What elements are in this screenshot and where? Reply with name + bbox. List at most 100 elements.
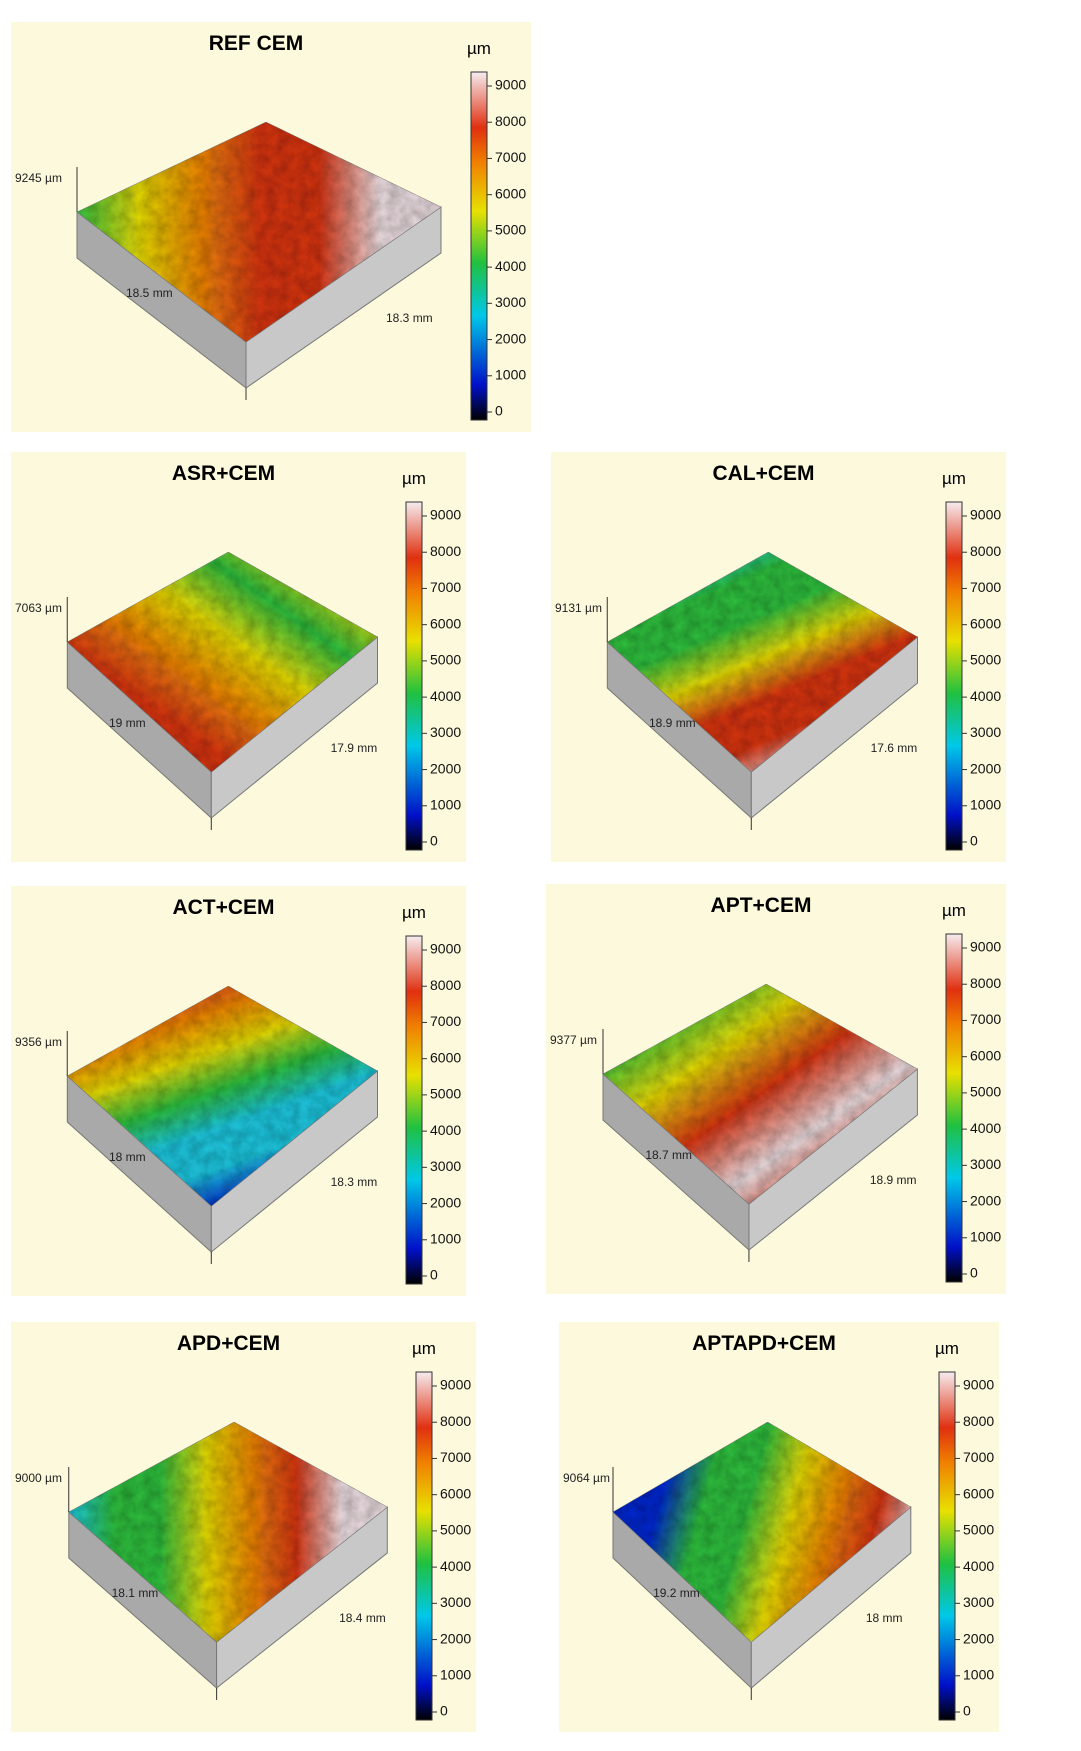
colorbar-tick-label: 9000 bbox=[970, 939, 1001, 955]
colorbar-tick-label: 7000 bbox=[440, 1449, 471, 1465]
colorbar-tick-label: 8000 bbox=[440, 1413, 471, 1429]
colorbar-tick-label: 6000 bbox=[970, 615, 1001, 631]
colorbar-tick-label: 9000 bbox=[963, 1377, 994, 1393]
colorbar-tick-label: 9000 bbox=[430, 507, 461, 523]
colorbar-tick-label: 4000 bbox=[440, 1558, 471, 1574]
colorbar bbox=[471, 72, 487, 420]
colorbar-tick-label: 9000 bbox=[970, 507, 1001, 523]
colorbar-tick-label: 3000 bbox=[430, 724, 461, 740]
colorbar-tick-label: 1000 bbox=[430, 1230, 461, 1246]
colorbar-unit: µm bbox=[402, 469, 426, 488]
colorbar-tick-label: 6000 bbox=[440, 1485, 471, 1501]
colorbar-tick-label: 6000 bbox=[963, 1485, 994, 1501]
colorbar-tick-label: 6000 bbox=[970, 1047, 1001, 1063]
colorbar-tick-label: 3000 bbox=[970, 724, 1001, 740]
panel-title: APD+CEM bbox=[177, 1332, 280, 1355]
colorbar-tick-label: 0 bbox=[963, 1703, 971, 1719]
y-size-label: 17.9 mm bbox=[331, 741, 378, 755]
y-size-label: 18.3 mm bbox=[386, 311, 433, 325]
colorbar-unit: µm bbox=[935, 1339, 959, 1358]
colorbar-tick-label: 2000 bbox=[430, 760, 461, 776]
y-size-label: 17.6 mm bbox=[871, 741, 918, 755]
colorbar-tick-label: 7000 bbox=[963, 1449, 994, 1465]
colorbar-tick-label: 2000 bbox=[430, 1194, 461, 1210]
colorbar-tick-label: 7000 bbox=[970, 1011, 1001, 1027]
colorbar-tick-label: 2000 bbox=[963, 1630, 994, 1646]
colorbar-tick-label: 0 bbox=[440, 1703, 448, 1719]
panel-title: ASR+CEM bbox=[172, 462, 275, 485]
x-size-label: 18.9 mm bbox=[649, 716, 696, 730]
colorbar-tick-label: 3000 bbox=[970, 1156, 1001, 1172]
colorbar-tick-label: 4000 bbox=[963, 1558, 994, 1574]
colorbar-tick-label: 4000 bbox=[970, 688, 1001, 704]
colorbar-tick-label: 5000 bbox=[495, 222, 526, 238]
colorbar-tick-label: 7000 bbox=[430, 1013, 461, 1029]
colorbar bbox=[406, 936, 422, 1284]
colorbar-tick-label: 4000 bbox=[970, 1120, 1001, 1136]
colorbar-tick-label: 0 bbox=[970, 833, 978, 849]
colorbar-tick-label: 0 bbox=[430, 833, 438, 849]
colorbar-tick-label: 8000 bbox=[970, 975, 1001, 991]
colorbar-tick-label: 4000 bbox=[495, 258, 526, 274]
x-size-label: 18 mm bbox=[109, 1150, 146, 1164]
colorbar bbox=[946, 934, 962, 1282]
colorbar-tick-label: 0 bbox=[495, 403, 503, 419]
height-label: 9131 µm bbox=[555, 601, 602, 615]
colorbar-tick-label: 5000 bbox=[430, 652, 461, 668]
panel: APD+CEM 9000 µm 18.1 mm 18.4 mm µm 0 1000 2000 3… bbox=[11, 1322, 476, 1732]
colorbar-tick-label: 1000 bbox=[495, 366, 526, 382]
colorbar-tick-label: 1000 bbox=[970, 796, 1001, 812]
height-label: 9356 µm bbox=[15, 1035, 62, 1049]
y-size-label: 18.3 mm bbox=[331, 1175, 378, 1189]
colorbar-tick-label: 6000 bbox=[430, 615, 461, 631]
panel-title: APTAPD+CEM bbox=[692, 1332, 836, 1355]
x-size-label: 19 mm bbox=[109, 716, 146, 730]
colorbar-tick-label: 3000 bbox=[963, 1594, 994, 1610]
colorbar-tick-label: 0 bbox=[970, 1265, 978, 1281]
y-size-label: 18.9 mm bbox=[870, 1173, 917, 1187]
panel-title: ACT+CEM bbox=[172, 896, 274, 919]
colorbar-tick-label: 5000 bbox=[430, 1086, 461, 1102]
colorbar-tick-label: 1000 bbox=[440, 1666, 471, 1682]
height-label: 9064 µm bbox=[563, 1471, 610, 1485]
colorbar-tick-label: 8000 bbox=[970, 543, 1001, 559]
colorbar bbox=[946, 502, 962, 850]
colorbar-tick-label: 2000 bbox=[495, 330, 526, 346]
colorbar-tick-label: 2000 bbox=[970, 760, 1001, 776]
colorbar-tick-label: 7000 bbox=[970, 579, 1001, 595]
colorbar bbox=[939, 1372, 955, 1720]
colorbar-tick-label: 2000 bbox=[970, 1192, 1001, 1208]
colorbar-tick-label: 3000 bbox=[440, 1594, 471, 1610]
height-label: 9377 µm bbox=[550, 1033, 597, 1047]
y-size-label: 18.4 mm bbox=[339, 1611, 386, 1625]
height-label: 9000 µm bbox=[15, 1471, 62, 1485]
x-size-label: 18.5 mm bbox=[126, 286, 173, 300]
colorbar-tick-label: 4000 bbox=[430, 1122, 461, 1138]
colorbar bbox=[416, 1372, 432, 1720]
colorbar-tick-label: 2000 bbox=[440, 1630, 471, 1646]
colorbar-tick-label: 3000 bbox=[430, 1158, 461, 1174]
colorbar-unit: µm bbox=[412, 1339, 436, 1358]
height-label: 7063 µm bbox=[15, 601, 62, 615]
colorbar-tick-label: 0 bbox=[430, 1267, 438, 1283]
x-size-label: 18.1 mm bbox=[112, 1586, 159, 1600]
figure: REF CEM9245 µm18.5 mm18.3 mmµm0100020003… bbox=[0, 0, 1081, 1751]
panel-title: CAL+CEM bbox=[712, 462, 814, 485]
colorbar-tick-label: 3000 bbox=[495, 294, 526, 310]
colorbar-unit: µm bbox=[942, 469, 966, 488]
colorbar-tick-label: 5000 bbox=[970, 652, 1001, 668]
colorbar-unit: µm bbox=[942, 901, 966, 920]
colorbar-tick-label: 5000 bbox=[963, 1522, 994, 1538]
colorbar-tick-label: 9000 bbox=[430, 941, 461, 957]
x-size-label: 19.2 mm bbox=[653, 1586, 700, 1600]
colorbar-tick-label: 7000 bbox=[430, 579, 461, 595]
colorbar-tick-label: 5000 bbox=[440, 1522, 471, 1538]
colorbar bbox=[406, 502, 422, 850]
panel-title: APT+CEM bbox=[711, 894, 812, 917]
colorbar-tick-label: 7000 bbox=[495, 149, 526, 165]
colorbar-tick-label: 8000 bbox=[495, 113, 526, 129]
